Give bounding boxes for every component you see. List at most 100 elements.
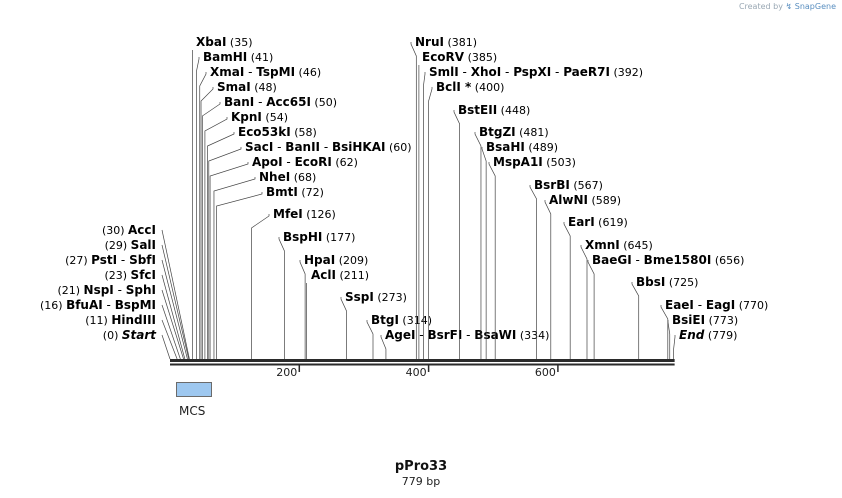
site-bsrbi[interactable]: BsrBI (567) <box>529 178 603 359</box>
site-nrui[interactable]: NruI (381) <box>410 35 477 359</box>
site-bfuai[interactable]: (16) BfuAI - BspMI <box>40 298 181 360</box>
site-label: BsiEI (773) <box>672 313 738 327</box>
site-leader-line <box>161 334 171 360</box>
site-nhei[interactable]: NheI (68) <box>213 170 316 359</box>
site-ecorv[interactable]: EcoRV (385) <box>418 50 497 359</box>
axis-tick-label: 200 <box>276 366 297 379</box>
site-label: (16) BfuAI - BspMI <box>40 298 156 312</box>
site-alwni[interactable]: AlwNI (589) <box>544 193 621 359</box>
site-label: XbaI (35) <box>196 35 252 49</box>
site-leader-line <box>529 185 537 359</box>
site-bani[interactable]: BanI - Acc65I (50) <box>201 95 337 359</box>
site-leader-line <box>366 320 374 359</box>
site-label: BbsI (725) <box>636 275 698 289</box>
site-leader-line <box>213 177 256 359</box>
site-bsphi[interactable]: BspHI (177) <box>278 230 355 359</box>
site-bmti[interactable]: BmtI (72) <box>216 185 324 359</box>
site-leader-line <box>199 72 207 359</box>
site-leader-line <box>481 147 487 359</box>
site-leader-line <box>660 305 669 359</box>
site-sfci[interactable]: (23) SfcI <box>104 268 186 360</box>
site-sspi[interactable]: SspI (273) <box>340 290 407 359</box>
site-bsahi[interactable]: BsaHI (489) <box>481 140 558 359</box>
site-label: BanI - Acc65I (50) <box>224 95 337 109</box>
site-label: XmnI (645) <box>585 238 653 252</box>
site-label: BmtI (72) <box>266 185 324 199</box>
site-leader-line <box>161 319 178 360</box>
site-xbai[interactable]: XbaI (35) <box>192 35 253 359</box>
site-eari[interactable]: EarI (619) <box>563 215 628 359</box>
site-start[interactable]: (0) Start <box>103 328 171 360</box>
site-label: (23) SfcI <box>104 268 156 282</box>
credit-brand: SnapGene <box>794 2 836 11</box>
site-eaei[interactable]: EaeI - EagI (770) <box>660 298 768 359</box>
site-leader-line <box>667 320 671 359</box>
site-label: NruI (381) <box>415 35 477 49</box>
site-leader-line <box>423 72 426 359</box>
site-leader-line <box>299 260 306 359</box>
site-label: EcoRV (385) <box>422 50 497 64</box>
site-label: (27) PstI - SbfI <box>65 253 156 267</box>
site-leader-line <box>161 244 190 360</box>
site-label: (29) SalI <box>105 238 156 252</box>
site-saci[interactable]: SacI - BanII - BsiHKAI (60) <box>208 140 412 359</box>
site-label: HpaI (209) <box>304 253 368 267</box>
site-hindiii[interactable]: (11) HindIII <box>85 313 178 360</box>
site-leader-line <box>216 192 263 359</box>
site-baegi[interactable]: BaeGI - Bme1580I (656) <box>587 253 744 359</box>
site-eco53ki[interactable]: Eco53kI (58) <box>207 125 317 359</box>
site-leader-line <box>161 229 190 360</box>
site-leader-line <box>204 117 228 359</box>
site-leader-line <box>340 297 347 359</box>
site-xmni[interactable]: XmnI (645) <box>580 238 653 359</box>
site-bbsi[interactable]: BbsI (725) <box>631 275 698 359</box>
snapgene-logo-icon: ↯ <box>785 2 793 11</box>
site-label: KpnI (54) <box>231 110 288 124</box>
site-label: BtgI (314) <box>371 313 432 327</box>
site-label: (30) AccI <box>102 223 156 237</box>
site-smli[interactable]: SmlI - XhoI - PspXI - PaeR7I (392) <box>423 65 643 359</box>
site-btgzi[interactable]: BtgZI (481) <box>474 125 549 359</box>
site-label: MfeI (126) <box>273 207 336 221</box>
site-xmai[interactable]: XmaI - TspMI (46) <box>199 65 321 359</box>
site-leader-line <box>453 110 460 359</box>
site-leader-line <box>161 304 181 360</box>
site-leader-line <box>380 335 387 359</box>
site-leader-line <box>201 102 221 359</box>
site-sali[interactable]: (29) SalI <box>105 238 190 360</box>
site-label: AgeI - BsrFI - BsaWI (334) <box>385 328 549 342</box>
site-leader-line <box>428 87 433 359</box>
site-leader-line <box>196 57 200 359</box>
site-label: BsaHI (489) <box>486 140 558 154</box>
site-bamhi[interactable]: BamHI (41) <box>196 50 274 359</box>
site-agei[interactable]: AgeI - BsrFI - BsaWI (334) <box>380 328 549 359</box>
site-label: BaeGI - Bme1580I (656) <box>592 253 744 267</box>
site-mfei[interactable]: MfeI (126) <box>251 207 336 359</box>
site-label: SacI - BanII - BsiHKAI (60) <box>245 140 412 154</box>
site-label: MspA1I (503) <box>493 155 576 169</box>
site-bcli[interactable]: BclI * (400) <box>428 80 505 359</box>
site-label: EaeI - EagI (770) <box>665 298 768 312</box>
site-acli[interactable]: AclI (211) <box>306 268 369 359</box>
site-smai[interactable]: SmaI (48) <box>200 80 277 359</box>
site-leader-line <box>161 289 184 360</box>
site-mspa1i[interactable]: MspA1I (503) <box>488 155 576 359</box>
site-kpni[interactable]: KpnI (54) <box>204 110 288 359</box>
site-nspi[interactable]: (21) NspI - SphI <box>57 283 184 360</box>
site-label: Eco53kI (58) <box>238 125 317 139</box>
site-end[interactable]: End (779) <box>673 328 738 359</box>
site-bsiei[interactable]: BsiEI (773) <box>667 313 738 359</box>
site-leader-line <box>563 222 571 359</box>
feature-mcs-box[interactable] <box>176 382 212 397</box>
site-leader-line <box>673 335 676 359</box>
site-leader-line <box>208 147 242 359</box>
site-apoi[interactable]: ApoI - EcoRI (62) <box>209 155 358 359</box>
site-hpai[interactable]: HpaI (209) <box>299 253 368 359</box>
feature-mcs-label: MCS <box>179 404 206 418</box>
site-label: BsrBI (567) <box>534 178 603 192</box>
site-psti[interactable]: (27) PstI - SbfI <box>65 253 188 360</box>
site-label: (21) NspI - SphI <box>57 283 156 297</box>
site-acci[interactable]: (30) AccI <box>102 223 190 360</box>
site-bsteii[interactable]: BstEII (448) <box>453 103 530 359</box>
